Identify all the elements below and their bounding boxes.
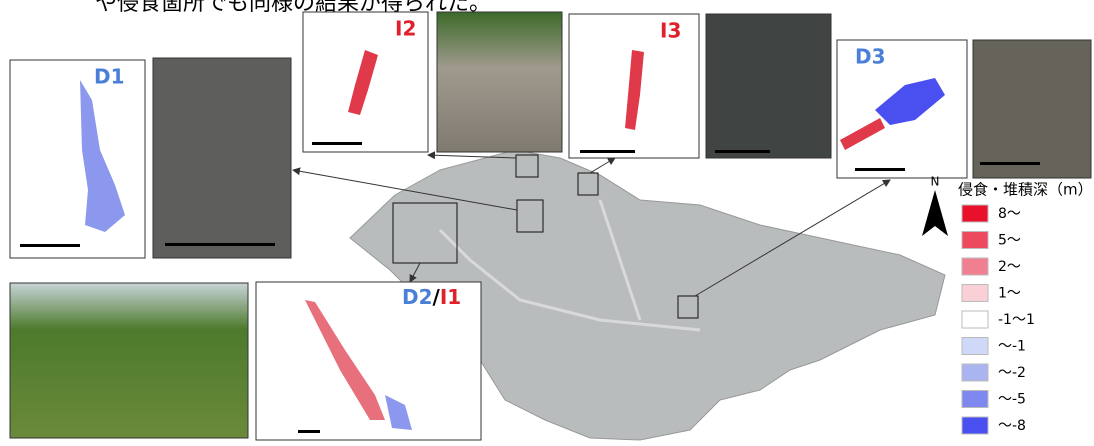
legend-swatch — [962, 311, 988, 328]
legend-label: 1～ — [998, 286, 1021, 302]
scale-bar — [980, 162, 1040, 165]
legend-label: ～-2 — [998, 365, 1026, 381]
scale-bar — [580, 150, 635, 153]
scale-bar — [715, 150, 770, 153]
legend-swatch — [962, 338, 988, 355]
scale-bar — [20, 244, 80, 247]
legend-swatch — [962, 258, 988, 275]
legend-swatch — [962, 391, 988, 408]
legend-title: 侵食・堆積深（m） — [958, 181, 1093, 199]
field-photo — [437, 12, 562, 152]
legend-swatch — [962, 285, 988, 302]
field-photo — [10, 283, 248, 438]
scale-bar — [298, 430, 320, 433]
panel-label: D3 — [855, 45, 886, 69]
legend-label: ～-5 — [998, 392, 1026, 408]
aerial-photo — [706, 14, 831, 158]
aerial-photo — [153, 58, 291, 258]
panel-label: I2 — [395, 17, 416, 41]
panel-label: D2/I1 — [402, 285, 461, 309]
legend-label: 5～ — [998, 233, 1021, 249]
legend-swatch — [962, 364, 988, 381]
scale-bar — [312, 142, 362, 145]
legend-swatch — [962, 205, 988, 222]
figure: や侵食箇所でも同様の結果が得られた。 D1 I2 I3 D3 D2/I1 N 侵… — [0, 0, 1094, 446]
scale-bar — [165, 243, 275, 246]
north-label: N — [931, 175, 940, 189]
legend-swatch — [962, 232, 988, 249]
legend-label: 8～ — [998, 206, 1021, 222]
arrow — [590, 158, 615, 173]
legend-label: 2～ — [998, 259, 1021, 275]
inset-d1 — [10, 60, 145, 258]
north-arrow — [922, 190, 948, 236]
legend-label: -1～1 — [998, 312, 1035, 328]
legend-label: ～-8 — [998, 418, 1026, 434]
legend: 8～ 5～ 2～ 1～ -1～1 ～-1 ～-2 ～-5 ～-8 — [962, 205, 1035, 434]
header-text: や侵食箇所でも同様の結果が得られた。 — [95, 0, 491, 16]
scale-bar — [855, 168, 905, 171]
panel-label: I3 — [660, 19, 681, 43]
aerial-photo — [973, 40, 1091, 178]
panel-label: D1 — [94, 65, 125, 89]
legend-label: ～-1 — [998, 339, 1026, 355]
legend-swatch — [962, 417, 988, 434]
